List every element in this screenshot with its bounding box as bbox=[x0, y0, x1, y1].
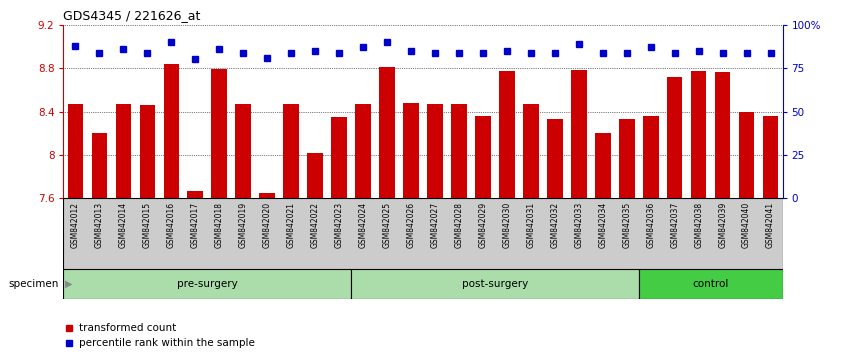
Text: GSM842016: GSM842016 bbox=[167, 202, 176, 248]
Text: specimen: specimen bbox=[8, 279, 59, 289]
Bar bbox=[595, 133, 611, 198]
Text: GSM842039: GSM842039 bbox=[718, 202, 727, 248]
Text: GSM842036: GSM842036 bbox=[646, 202, 655, 248]
Text: GSM842025: GSM842025 bbox=[382, 202, 392, 248]
Text: GSM842019: GSM842019 bbox=[239, 202, 248, 248]
Bar bbox=[235, 104, 251, 198]
Bar bbox=[91, 133, 107, 198]
Bar bbox=[163, 64, 179, 198]
Text: GSM842015: GSM842015 bbox=[143, 202, 151, 248]
Text: GSM842017: GSM842017 bbox=[191, 202, 200, 248]
Text: GSM842026: GSM842026 bbox=[407, 202, 415, 248]
Text: GSM842022: GSM842022 bbox=[310, 202, 320, 248]
Bar bbox=[715, 73, 730, 198]
Bar bbox=[260, 193, 275, 198]
Text: GSM842020: GSM842020 bbox=[263, 202, 272, 248]
Bar bbox=[619, 119, 634, 198]
Bar bbox=[475, 116, 491, 198]
Text: GSM842033: GSM842033 bbox=[574, 202, 583, 248]
Bar bbox=[523, 104, 539, 198]
Text: GSM842032: GSM842032 bbox=[551, 202, 559, 248]
Bar bbox=[351, 269, 639, 299]
Bar bbox=[140, 105, 155, 198]
Text: GSM842031: GSM842031 bbox=[526, 202, 536, 248]
Text: GSM842014: GSM842014 bbox=[119, 202, 128, 248]
Bar bbox=[763, 116, 778, 198]
Text: GSM842038: GSM842038 bbox=[695, 202, 703, 248]
Text: control: control bbox=[693, 279, 728, 289]
Bar bbox=[451, 104, 467, 198]
Bar bbox=[332, 117, 347, 198]
Bar bbox=[212, 69, 227, 198]
Text: ▶: ▶ bbox=[65, 279, 73, 289]
Bar bbox=[571, 70, 586, 198]
Text: GSM842023: GSM842023 bbox=[335, 202, 343, 248]
Text: transformed count: transformed count bbox=[80, 322, 177, 332]
Text: GSM842030: GSM842030 bbox=[503, 202, 511, 248]
Bar bbox=[404, 103, 419, 198]
Bar bbox=[63, 269, 351, 299]
Text: GSM842035: GSM842035 bbox=[623, 202, 631, 248]
Text: GSM842037: GSM842037 bbox=[670, 202, 679, 248]
Text: GSM842029: GSM842029 bbox=[479, 202, 487, 248]
Bar bbox=[499, 72, 514, 198]
Bar bbox=[427, 104, 442, 198]
Bar bbox=[643, 116, 658, 198]
Bar bbox=[379, 67, 395, 198]
Bar bbox=[68, 104, 83, 198]
Bar bbox=[739, 112, 755, 198]
Bar bbox=[667, 77, 683, 198]
Text: GSM842028: GSM842028 bbox=[454, 202, 464, 248]
Text: percentile rank within the sample: percentile rank within the sample bbox=[80, 338, 255, 348]
Text: pre-surgery: pre-surgery bbox=[177, 279, 238, 289]
Text: GSM842012: GSM842012 bbox=[71, 202, 80, 248]
Bar bbox=[116, 104, 131, 198]
Text: GSM842018: GSM842018 bbox=[215, 202, 223, 248]
Bar bbox=[188, 191, 203, 198]
Bar bbox=[307, 153, 323, 198]
Text: GSM842013: GSM842013 bbox=[95, 202, 104, 248]
Bar bbox=[639, 269, 783, 299]
Bar bbox=[355, 104, 371, 198]
Text: GSM842021: GSM842021 bbox=[287, 202, 295, 248]
Text: GSM842034: GSM842034 bbox=[598, 202, 607, 248]
Text: post-surgery: post-surgery bbox=[462, 279, 528, 289]
Text: GDS4345 / 221626_at: GDS4345 / 221626_at bbox=[63, 9, 201, 22]
Text: GSM842041: GSM842041 bbox=[766, 202, 775, 248]
Text: GSM842040: GSM842040 bbox=[742, 202, 751, 248]
Bar bbox=[547, 119, 563, 198]
Bar bbox=[283, 104, 299, 198]
Bar bbox=[691, 72, 706, 198]
Text: GSM842024: GSM842024 bbox=[359, 202, 367, 248]
Text: GSM842027: GSM842027 bbox=[431, 202, 439, 248]
